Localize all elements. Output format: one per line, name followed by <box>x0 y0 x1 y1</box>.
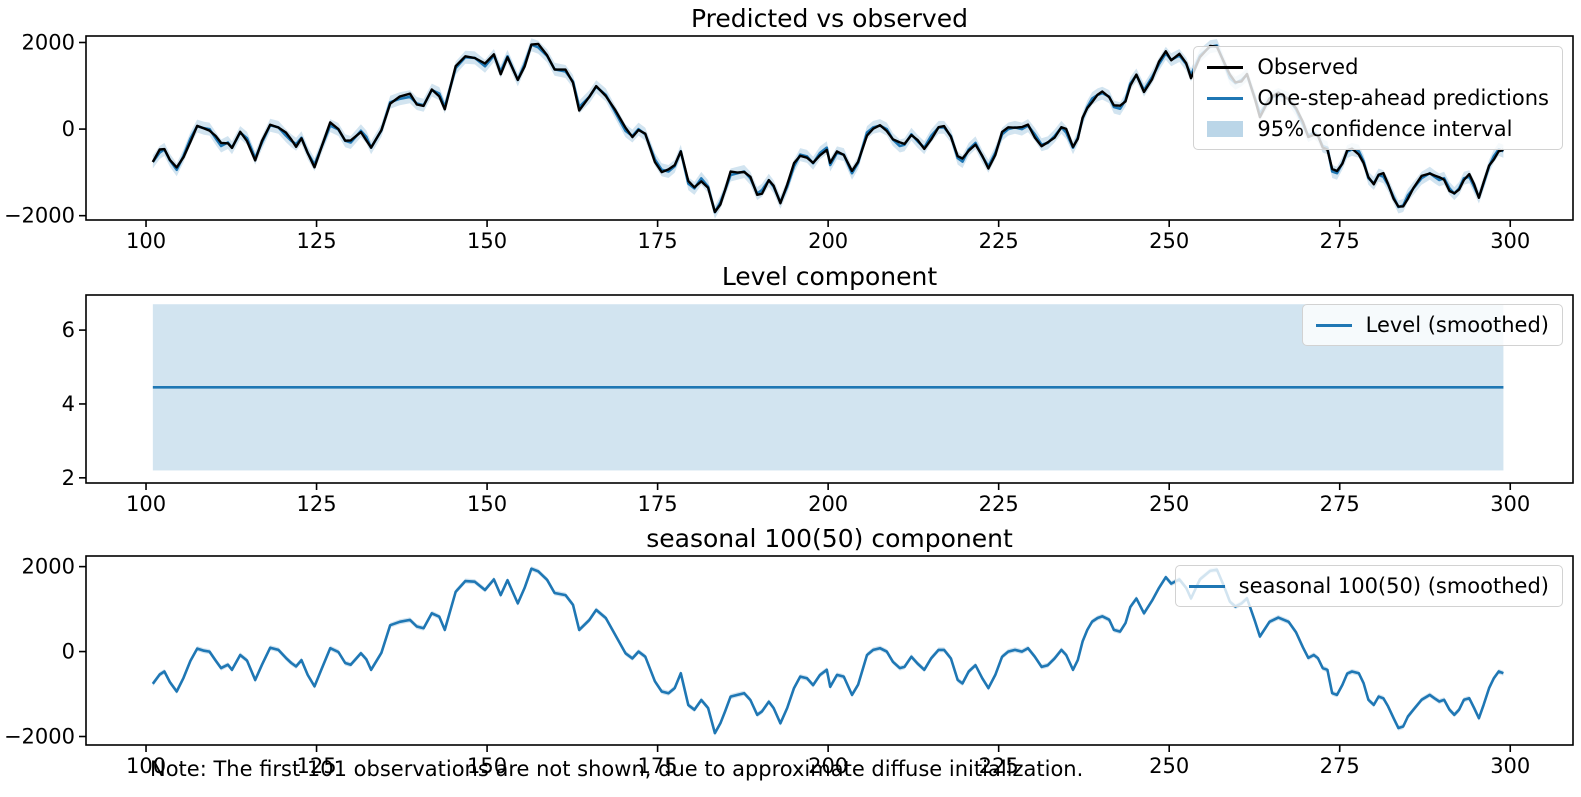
figure-note: Note: The first 101 observations are not… <box>150 757 1084 781</box>
y-tick-label: 0 <box>62 640 75 664</box>
legend-seasonal: seasonal 100(50) (smoothed) <box>1174 565 1563 607</box>
x-tick-label: 175 <box>638 492 678 516</box>
x-tick-label: 225 <box>979 492 1019 516</box>
y-tick-label: 0 <box>62 117 75 141</box>
x-tick-label: 250 <box>1149 229 1189 253</box>
y-tick-label: 4 <box>62 392 75 416</box>
y-tick-label: 2 <box>62 466 75 490</box>
legend-label: Level (smoothed) <box>1365 313 1549 337</box>
y-tick-label: −2000 <box>4 204 75 228</box>
x-tick-label: 275 <box>1320 492 1360 516</box>
axes-spine <box>85 555 1574 746</box>
x-tick-label: 150 <box>467 492 507 516</box>
x-tick-label: 125 <box>297 229 337 253</box>
x-tick-label: 175 <box>638 754 678 778</box>
x-tick-label: 125 <box>297 754 337 778</box>
axes-spine <box>85 294 1574 484</box>
observed-line-swatch <box>1207 65 1244 69</box>
x-tick-label: 250 <box>1149 754 1189 778</box>
legend-item-observed: Observed <box>1207 54 1549 80</box>
legend-item-seasonal: seasonal 100(50) (smoothed) <box>1188 573 1549 599</box>
x-tick-label: 300 <box>1490 229 1530 253</box>
x-tick-label: 100 <box>126 754 166 778</box>
x-tick-label: 200 <box>808 754 848 778</box>
x-tick-label: 100 <box>126 492 166 516</box>
legend-label: seasonal 100(50) (smoothed) <box>1238 574 1549 598</box>
plot-area-level-component <box>152 304 1504 471</box>
x-tick-label: 125 <box>297 492 337 516</box>
legend-item-predictions: One-step-ahead predictions <box>1207 85 1549 111</box>
axes-spine <box>85 35 1574 221</box>
seasonal-line-swatch <box>1188 584 1225 588</box>
x-tick-label: 175 <box>638 229 678 253</box>
x-tick-label: 150 <box>467 229 507 253</box>
panel2-title: Level component <box>721 262 938 291</box>
x-tick-label: 150 <box>467 754 507 778</box>
legend-item-level: Level (smoothed) <box>1315 312 1549 338</box>
x-tick-label: 275 <box>1320 754 1360 778</box>
x-tick-label: 300 <box>1490 754 1530 778</box>
y-tick-label: 2000 <box>22 30 75 54</box>
confidence-patch-swatch <box>1207 121 1244 137</box>
legend-level: Level (smoothed) <box>1301 304 1563 346</box>
x-tick-label: 300 <box>1490 492 1530 516</box>
plot-area-seasonal-component <box>151 566 1504 736</box>
legend-label: One-step-ahead predictions <box>1257 86 1549 110</box>
x-tick-label: 225 <box>979 754 1019 778</box>
seasonal-line <box>151 567 1504 735</box>
x-tick-label: 200 <box>808 492 848 516</box>
x-tick-label: 100 <box>126 229 166 253</box>
panel3-title: seasonal 100(50) component <box>646 524 1013 553</box>
level-line-swatch <box>1315 323 1352 327</box>
x-tick-label: 275 <box>1320 229 1360 253</box>
panel1-title: Predicted vs observed <box>691 4 968 33</box>
y-tick-label: 6 <box>62 318 75 342</box>
legend-item-confidence-interval: 95% confidence interval <box>1207 116 1549 142</box>
legend-predicted-vs-observed: Observed One-step-ahead predictions 95% … <box>1193 46 1563 150</box>
y-tick-label: −2000 <box>4 725 75 749</box>
predictions-line-swatch <box>1207 96 1244 100</box>
legend-label: 95% confidence interval <box>1257 117 1513 141</box>
x-tick-label: 225 <box>979 229 1019 253</box>
legend-label: Observed <box>1257 55 1359 79</box>
y-tick-label: 2000 <box>22 555 75 579</box>
x-tick-label: 200 <box>808 229 848 253</box>
x-tick-label: 250 <box>1149 492 1189 516</box>
